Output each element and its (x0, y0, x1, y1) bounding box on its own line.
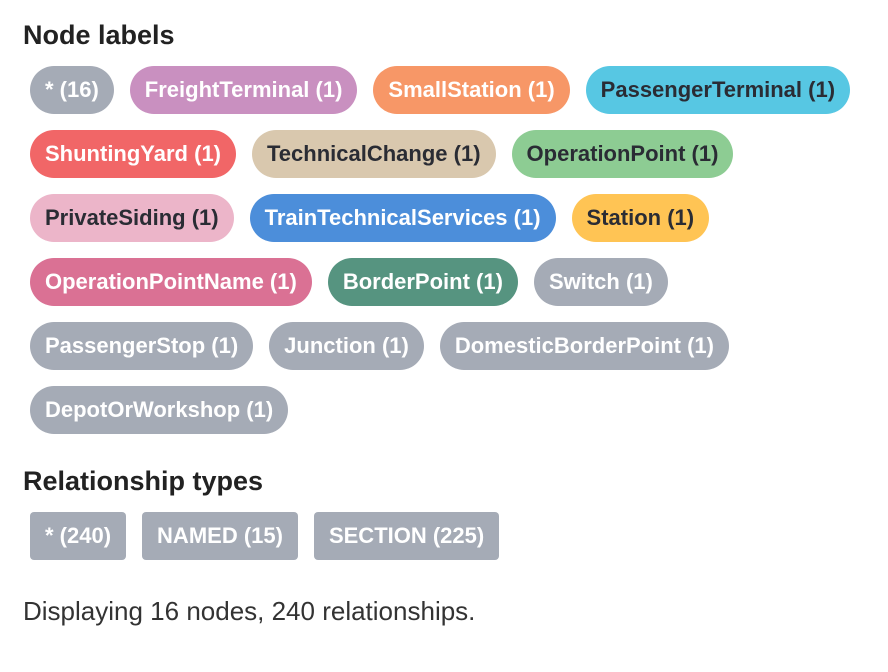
node-label-pill[interactable]: TrainTechnicalServices (1) (249, 194, 556, 242)
result-overview-panel: Node labels * (16) FreightTerminal (1) Sma… (23, 20, 888, 626)
node-label-pill[interactable]: Switch (1) (533, 258, 668, 306)
node-label-list: * (16) FreightTerminal (1) SmallStation (1… (23, 66, 880, 434)
node-label-pill[interactable]: Junction (1) (269, 322, 424, 370)
node-label-pill[interactable]: BorderPoint (1) (327, 258, 518, 306)
node-labels-heading: Node labels (23, 20, 175, 50)
node-label-pill[interactable]: PassengerTerminal (1) (585, 66, 851, 114)
node-label-pill[interactable]: PrivateSiding (1) (30, 194, 234, 242)
relationship-type-list: * (240) NAMED (15) SECTION (225) (23, 512, 888, 560)
node-label-pill[interactable]: * (16) (30, 66, 114, 114)
node-label-pill[interactable]: DepotOrWorkshop (1) (30, 386, 289, 434)
relationship-types-heading: Relationship types (23, 466, 264, 496)
node-label-pill[interactable]: SmallStation (1) (373, 66, 570, 114)
node-label-pill[interactable]: TechnicalChange (1) (252, 130, 496, 178)
node-label-pill[interactable]: ShuntingYard (1) (30, 130, 236, 178)
status-summary: Displaying 16 nodes, 240 relationships. (23, 596, 476, 626)
node-label-pill[interactable]: PassengerStop (1) (30, 322, 254, 370)
node-label-pill[interactable]: DomesticBorderPoint (1) (439, 322, 729, 370)
relationship-type-tag[interactable]: SECTION (225) (313, 512, 500, 560)
relationship-type-tag[interactable]: NAMED (15) (142, 512, 298, 560)
node-label-pill[interactable]: FreightTerminal (1) (129, 66, 358, 114)
node-label-pill[interactable]: Station (1) (571, 194, 710, 242)
relationship-type-tag[interactable]: * (240) (30, 512, 127, 560)
node-label-pill[interactable]: OperationPointName (1) (30, 258, 312, 306)
node-label-pill[interactable]: OperationPoint (1) (511, 130, 734, 178)
